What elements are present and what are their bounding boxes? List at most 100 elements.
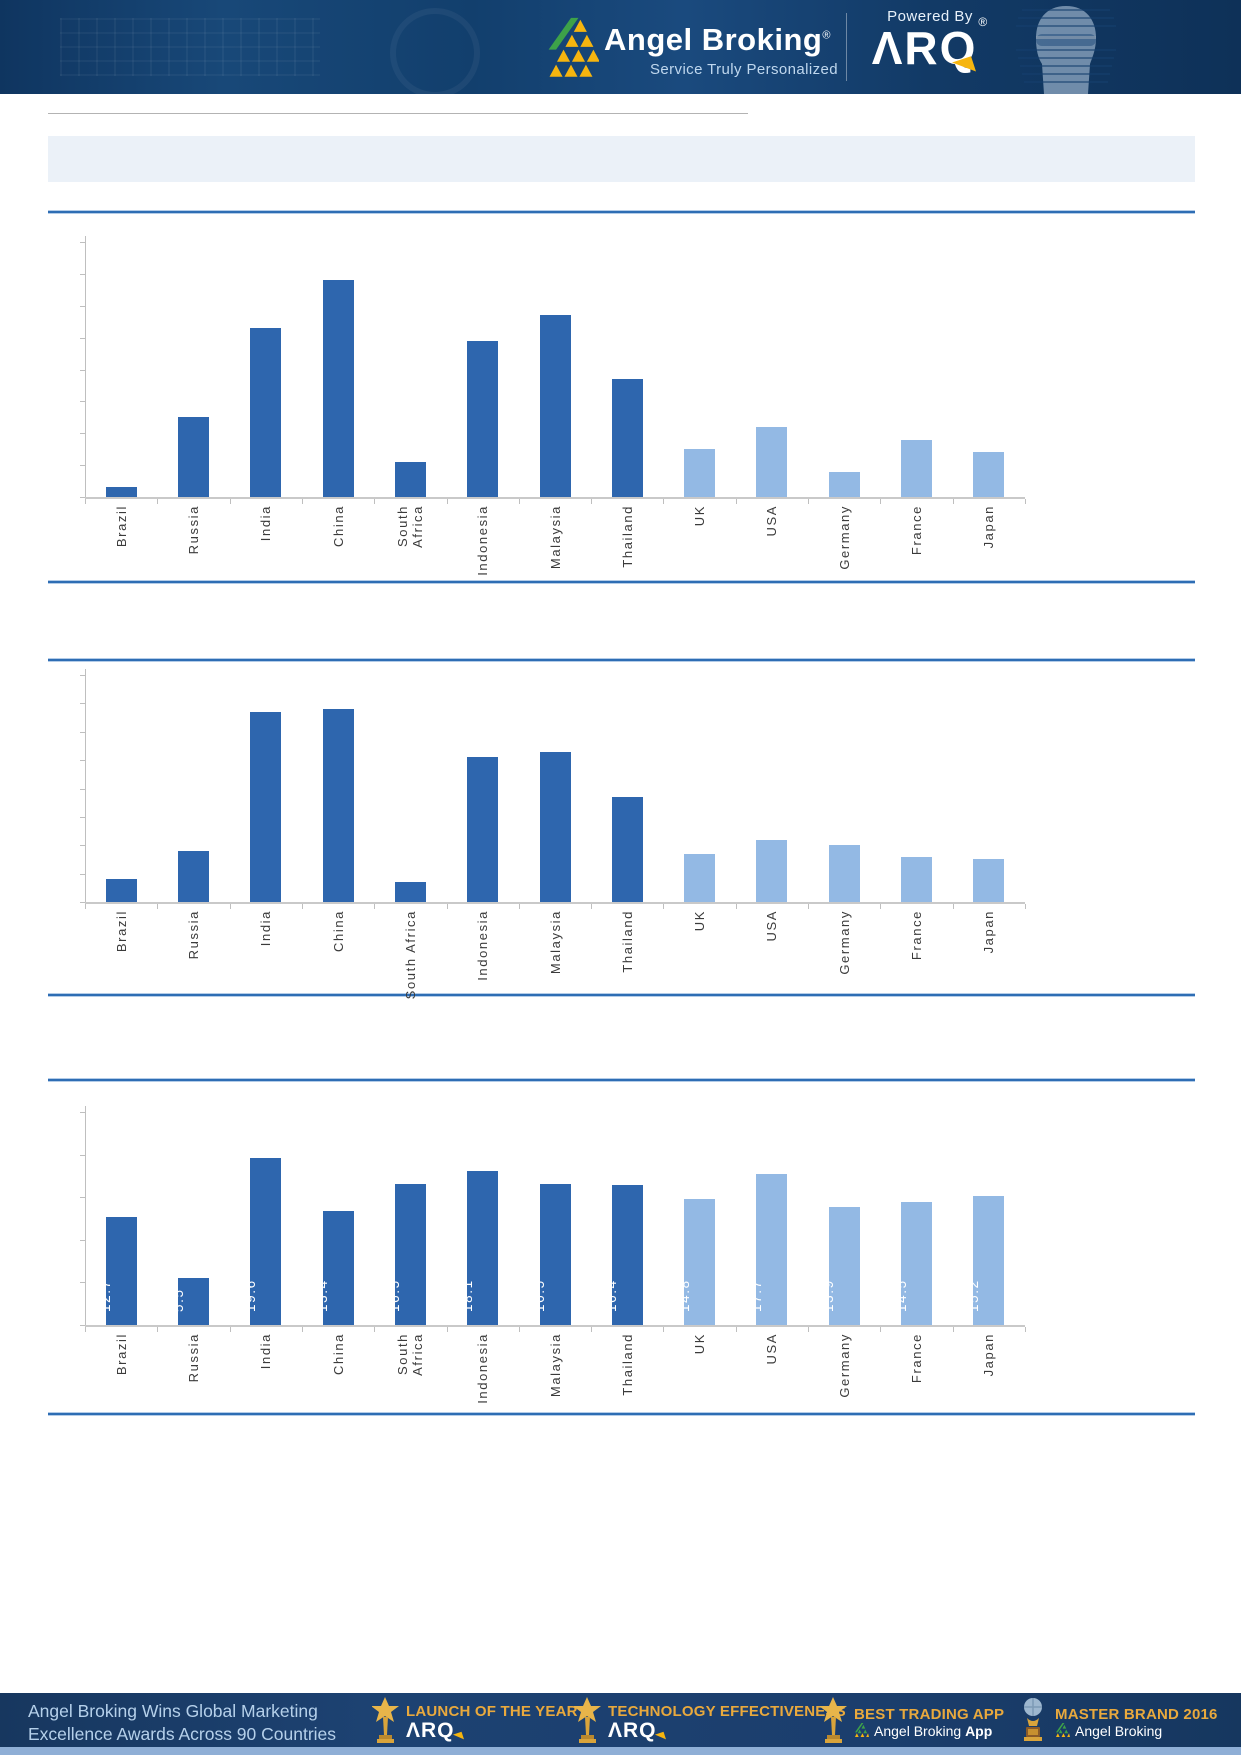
bar-value-label: 16.4 xyxy=(604,1279,620,1312)
y-axis-tick xyxy=(80,1282,85,1284)
x-axis-tick xyxy=(663,499,664,504)
x-axis-tick xyxy=(953,1327,954,1332)
bar-russia xyxy=(178,417,209,497)
bar-chart-middle: Brazil Russia India China South Africa Indone… xyxy=(80,669,1026,1027)
bar-value-label: 14.5 xyxy=(893,1279,909,1312)
x-axis-label: France xyxy=(909,1333,924,1384)
bar-france xyxy=(901,856,932,902)
bar-usa: 17.7 xyxy=(749,1174,788,1325)
y-axis-tick xyxy=(80,273,85,275)
x-axis-label: UK xyxy=(692,505,708,527)
brand-name: Angel Broking® xyxy=(604,22,831,57)
bar-china xyxy=(322,709,354,902)
arq-spark-icon xyxy=(452,1731,464,1743)
x-axis-tick xyxy=(736,499,737,504)
x-axis-tick xyxy=(1025,1327,1026,1332)
y-axis-tick xyxy=(80,242,85,243)
y-axis xyxy=(85,236,86,497)
footer-headline: Angel Broking Wins Global Marketing Exce… xyxy=(28,1700,336,1746)
x-axis-tick xyxy=(519,1327,520,1332)
bar-indonesia: 18.1 xyxy=(460,1170,499,1325)
divider-rule-4 xyxy=(48,993,1195,997)
x-axis-tick xyxy=(1025,904,1026,909)
x-axis-tick xyxy=(736,904,737,909)
x-axis xyxy=(85,497,1025,499)
bar-chart-bottom: 12.7 Brazil 5.5 Russia 19.6 India 13.4 China 16.… xyxy=(80,1106,1026,1450)
arq-logo-block: Powered By ΛRQ® xyxy=(860,8,1000,78)
bar-indonesia xyxy=(467,340,499,497)
y-axis-tick xyxy=(80,1112,85,1113)
x-axis-label: Thailand xyxy=(619,1333,635,1396)
y-axis-tick xyxy=(80,1325,85,1326)
star-trophy-icon xyxy=(371,1697,399,1748)
x-axis-tick xyxy=(1025,499,1026,504)
award-item-3: BEST TRADING APP Angel Broking App xyxy=(819,1697,1004,1748)
x-axis-tick xyxy=(808,499,809,504)
footer-headline-line2: Excellence Awards Across 90 Countries xyxy=(28,1724,337,1745)
award-arq-logo: ΛRQ xyxy=(608,1720,666,1743)
y-axis-tick xyxy=(80,401,85,403)
award-text-block: BEST TRADING APP Angel Broking App xyxy=(854,1706,1004,1740)
bar-south-africa: 16.5 xyxy=(387,1184,426,1325)
x-axis-label: Indonesia xyxy=(475,1333,491,1404)
y-axis-tick xyxy=(80,873,85,875)
x-axis-label: Malaysia xyxy=(547,910,563,975)
x-axis-label: Germany xyxy=(836,910,852,975)
x-axis-tick xyxy=(953,499,954,504)
x-axis-label: China xyxy=(330,910,346,952)
bar-india: 19.6 xyxy=(243,1158,282,1325)
divider-rule-2 xyxy=(48,580,1195,584)
x-axis-tick xyxy=(302,1327,303,1332)
bar-chart-top: Brazil Russia India China South Africa Indone… xyxy=(80,236,1026,622)
award-angel-brand: Angel Broking App xyxy=(854,1722,1004,1740)
y-axis xyxy=(85,1106,86,1325)
award-item-1: LAUNCH OF THE YEAR ΛRQ xyxy=(371,1697,578,1748)
y-axis xyxy=(85,669,86,902)
x-axis-tick xyxy=(663,904,664,909)
bar-value-label: 18.1 xyxy=(459,1279,475,1312)
x-axis-tick xyxy=(591,904,592,909)
bar-brazil xyxy=(105,879,137,902)
x-axis-label: UK xyxy=(692,1333,708,1355)
bar-russia: 5.5 xyxy=(171,1278,209,1325)
header-divider xyxy=(846,13,847,81)
y-axis-tick xyxy=(80,731,85,733)
bar-japan xyxy=(973,452,1005,497)
x-axis-tick xyxy=(663,1327,664,1332)
divider-rule-5 xyxy=(48,1078,1195,1082)
bar-germany: 13.9 xyxy=(821,1206,860,1325)
bar-south-africa xyxy=(394,882,426,902)
x-axis-label: Germany xyxy=(836,505,852,570)
bar-india xyxy=(250,328,282,497)
robot-head-icon xyxy=(1010,0,1122,99)
header-banner: Angel Broking® Service Truly Personalize… xyxy=(0,0,1241,98)
brand-tagline: Service Truly Personalized xyxy=(650,61,838,78)
y-axis-tick xyxy=(80,902,85,903)
x-axis-tick xyxy=(447,499,448,504)
y-axis-tick xyxy=(80,788,85,790)
x-axis-label: Malaysia xyxy=(547,505,563,570)
y-axis-tick xyxy=(80,305,85,307)
bar-brazil: 12.7 xyxy=(98,1216,137,1325)
bar-south-africa xyxy=(394,461,426,497)
award-arq-logo: ΛRQ xyxy=(406,1720,464,1743)
powered-by-label: Powered By xyxy=(887,8,973,25)
x-axis-tick xyxy=(230,1327,231,1332)
x-axis-label: India xyxy=(258,1333,274,1370)
x-axis-tick xyxy=(230,904,231,909)
bar-india xyxy=(250,711,282,902)
footer-bottom-strip xyxy=(0,1747,1241,1755)
x-axis xyxy=(85,902,1025,904)
x-axis-label: Indonesia xyxy=(475,505,491,576)
x-axis-tick xyxy=(447,1327,448,1332)
x-axis-label: Brazil xyxy=(113,910,129,953)
bar-malaysia xyxy=(539,751,571,902)
bar-value-label: 16.5 xyxy=(387,1279,403,1312)
bar-value-label: 13.4 xyxy=(315,1279,331,1312)
bar-thailand xyxy=(611,379,643,497)
x-axis-label: Japan xyxy=(981,505,997,549)
x-axis-label: France xyxy=(909,910,924,961)
arq-logo: ΛRQ® xyxy=(872,16,989,78)
bar-value-label: 14.8 xyxy=(676,1279,692,1312)
x-axis-tick xyxy=(302,499,303,504)
